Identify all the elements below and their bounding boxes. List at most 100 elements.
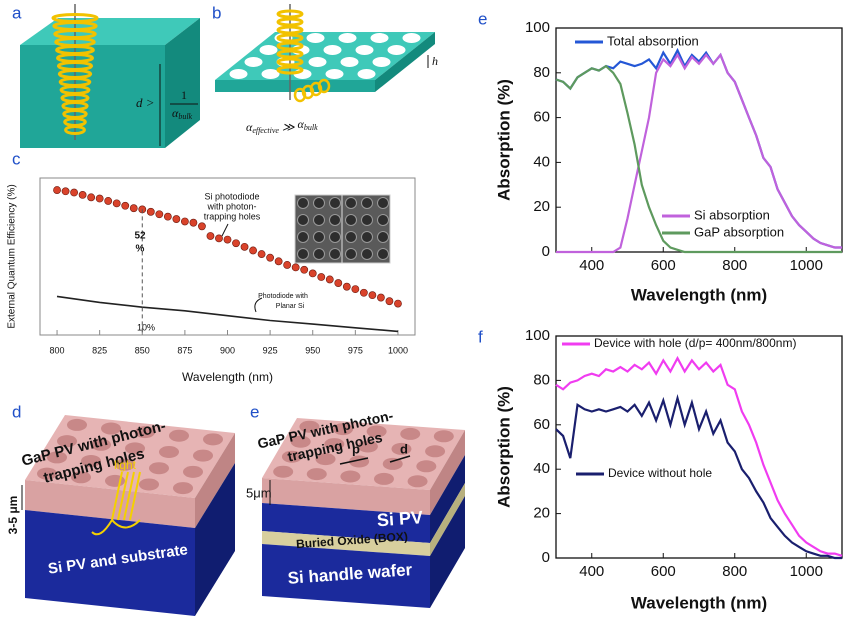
annotation: % — [136, 244, 145, 255]
spiral-turn — [276, 49, 304, 59]
inset-hole — [329, 214, 341, 226]
marker — [291, 263, 300, 272]
box-front — [20, 45, 165, 148]
x-tick-label: 925 — [263, 345, 278, 355]
hole — [47, 451, 67, 464]
inset-hole — [345, 214, 357, 226]
annotation: with photon- — [206, 201, 256, 211]
hole — [135, 426, 155, 439]
hole — [306, 33, 325, 43]
hole — [387, 45, 406, 55]
marker — [223, 235, 232, 244]
hole — [57, 435, 77, 448]
x-axis-label: Wavelength (nm) — [631, 593, 767, 612]
y-tick-label: 20 — [533, 198, 550, 215]
panel-letter: f — [478, 327, 483, 346]
annotation: 10% — [137, 322, 155, 332]
legend-label: Device with hole (d/p= 400nm/800nm) — [594, 336, 796, 350]
inset-hole — [377, 197, 389, 209]
alpha-bulk: αbulk — [172, 106, 193, 121]
hole — [261, 69, 280, 79]
hole — [400, 427, 421, 440]
layer-label: Si PV — [376, 507, 423, 530]
inset-hole — [345, 197, 357, 209]
inset-hole — [313, 248, 325, 260]
hole — [281, 450, 302, 463]
x-tick-label: 800 — [722, 563, 747, 580]
series-line — [56, 295, 399, 333]
y-tick-label: 100 — [525, 327, 550, 344]
relation-part: bulk — [304, 123, 318, 132]
y-tick-label: 80 — [533, 371, 550, 388]
layer-side — [430, 483, 465, 556]
light-ray — [111, 471, 123, 521]
annotation-arrow — [221, 223, 229, 237]
layer-side — [195, 463, 235, 616]
annotation: Photodiode with — [258, 293, 308, 300]
marker — [53, 186, 61, 194]
marker — [78, 191, 87, 199]
hole — [324, 438, 345, 451]
marker — [300, 265, 309, 274]
hole — [125, 442, 145, 455]
inset-hole — [313, 231, 325, 243]
hole — [91, 438, 111, 451]
hole — [391, 442, 412, 455]
marker — [266, 253, 275, 262]
marker — [198, 222, 206, 231]
layer-side — [195, 433, 235, 528]
spiral-turn — [276, 65, 304, 75]
relation-part: ≫ — [279, 120, 298, 134]
hole — [299, 420, 320, 433]
light-ray — [117, 471, 129, 521]
hole — [333, 423, 354, 436]
x-tick-label: 600 — [651, 563, 676, 580]
hole — [407, 475, 428, 488]
marker — [359, 288, 368, 297]
y-axis-label: Absorption (%) — [494, 79, 513, 201]
spiral-turn — [317, 78, 331, 94]
hole — [306, 468, 327, 481]
label: d > — [136, 95, 155, 110]
inset-hole — [345, 231, 357, 243]
marker — [249, 246, 257, 255]
diameter-arrow — [389, 455, 411, 463]
marker — [104, 197, 113, 205]
hole — [308, 57, 327, 67]
marker — [155, 210, 164, 219]
inset-hole — [377, 248, 389, 260]
panel-letter: c — [12, 149, 21, 168]
spiral-turn — [276, 9, 304, 19]
x-tick-label: 900 — [220, 345, 235, 355]
inset-hole — [345, 248, 357, 260]
y-tick-label: 0 — [542, 243, 550, 260]
inset-hole — [329, 231, 341, 243]
spiral-turn — [276, 17, 304, 27]
annotation: Planar Si — [276, 303, 305, 310]
marker — [385, 297, 394, 306]
marker — [163, 212, 172, 221]
hole — [372, 57, 391, 67]
marker — [334, 279, 343, 287]
marker — [87, 193, 96, 202]
x-tick-label: 400 — [579, 563, 604, 580]
inset-hole — [297, 248, 309, 260]
slab-top — [215, 32, 435, 80]
x-tick-label: 950 — [305, 345, 320, 355]
hole — [229, 69, 248, 79]
series-line — [555, 355, 843, 557]
x-tick-label: 800 — [50, 345, 65, 355]
layer-front — [262, 531, 430, 556]
marker — [215, 234, 223, 243]
panel-letter: a — [12, 3, 22, 22]
light-ray — [123, 471, 135, 521]
marker — [61, 187, 70, 196]
hole — [370, 33, 389, 43]
layer-side — [430, 430, 465, 515]
annotation: 52 — [134, 231, 146, 242]
legend-label: Total absorption — [607, 33, 699, 48]
relation-part: α — [246, 120, 253, 134]
hole — [355, 45, 374, 55]
hole — [244, 57, 263, 67]
subscript: bulk — [178, 112, 192, 121]
